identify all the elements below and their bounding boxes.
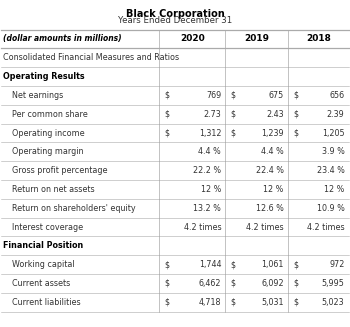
Text: $: $ — [293, 91, 298, 100]
Text: 675: 675 — [268, 91, 284, 100]
Text: 4.4 %: 4.4 % — [198, 147, 221, 156]
Text: 12 %: 12 % — [263, 185, 284, 194]
Text: Working capital: Working capital — [12, 260, 75, 269]
Text: 3.9 %: 3.9 % — [322, 147, 344, 156]
Text: Financial Position: Financial Position — [3, 241, 83, 250]
Text: Current liabilities: Current liabilities — [12, 298, 81, 307]
Text: 5,995: 5,995 — [322, 279, 344, 288]
Text: Consolidated Financial Measures and Ratios: Consolidated Financial Measures and Rati… — [3, 53, 179, 62]
Text: Per common share: Per common share — [12, 110, 88, 119]
Text: 2018: 2018 — [306, 35, 331, 43]
Text: Operating Results: Operating Results — [3, 72, 85, 81]
Text: Current assets: Current assets — [12, 279, 70, 288]
Text: 1,061: 1,061 — [261, 260, 284, 269]
Text: 22.4 %: 22.4 % — [256, 166, 284, 175]
Text: Operating income: Operating income — [12, 129, 84, 138]
Text: 972: 972 — [329, 260, 344, 269]
Text: 5,023: 5,023 — [322, 298, 344, 307]
Text: $: $ — [231, 129, 236, 138]
Text: (dollar amounts in millions): (dollar amounts in millions) — [3, 35, 122, 43]
Text: $: $ — [293, 129, 298, 138]
Text: Gross profit percentage: Gross profit percentage — [12, 166, 107, 175]
Text: $: $ — [164, 279, 170, 288]
Text: 10.9 %: 10.9 % — [316, 204, 344, 213]
Text: 23.4 %: 23.4 % — [316, 166, 344, 175]
Text: 1,312: 1,312 — [199, 129, 221, 138]
Text: 12.6 %: 12.6 % — [256, 204, 284, 213]
Text: 2.43: 2.43 — [266, 110, 284, 119]
Text: Return on net assets: Return on net assets — [12, 185, 95, 194]
Text: 769: 769 — [206, 91, 221, 100]
Text: $: $ — [231, 279, 236, 288]
Text: $: $ — [293, 279, 298, 288]
Text: 1,744: 1,744 — [199, 260, 221, 269]
Text: $: $ — [164, 110, 170, 119]
Text: 4.2 times: 4.2 times — [307, 223, 344, 232]
Text: $: $ — [231, 91, 236, 100]
Text: 6,462: 6,462 — [199, 279, 221, 288]
Text: $: $ — [231, 298, 236, 307]
Text: $: $ — [293, 110, 298, 119]
Text: 4.2 times: 4.2 times — [183, 223, 221, 232]
Text: 5,031: 5,031 — [261, 298, 284, 307]
Text: 2.73: 2.73 — [203, 110, 221, 119]
Text: 1,205: 1,205 — [322, 129, 344, 138]
Text: 13.2 %: 13.2 % — [193, 204, 221, 213]
Text: $: $ — [164, 298, 170, 307]
Text: Black Corporation: Black Corporation — [126, 9, 224, 20]
Text: 4.2 times: 4.2 times — [246, 223, 284, 232]
Text: 2019: 2019 — [244, 35, 269, 43]
Text: Interest coverage: Interest coverage — [12, 223, 83, 232]
Text: 1,239: 1,239 — [261, 129, 284, 138]
Text: 4,718: 4,718 — [199, 298, 221, 307]
Text: Operating margin: Operating margin — [12, 147, 83, 156]
Text: Net earnings: Net earnings — [12, 91, 63, 100]
Text: 12 %: 12 % — [201, 185, 221, 194]
Text: Return on shareholders' equity: Return on shareholders' equity — [12, 204, 135, 213]
Text: 6,092: 6,092 — [261, 279, 284, 288]
Text: Years Ended December 31: Years Ended December 31 — [118, 16, 232, 25]
Text: $: $ — [164, 260, 170, 269]
Text: 2.39: 2.39 — [327, 110, 344, 119]
Text: 12 %: 12 % — [324, 185, 344, 194]
Text: $: $ — [293, 260, 298, 269]
Text: $: $ — [231, 110, 236, 119]
Text: 2020: 2020 — [180, 35, 205, 43]
Text: $: $ — [231, 260, 236, 269]
Text: $: $ — [164, 129, 170, 138]
Text: 22.2 %: 22.2 % — [193, 166, 221, 175]
Text: 4.4 %: 4.4 % — [261, 147, 284, 156]
Text: $: $ — [164, 91, 170, 100]
Text: 656: 656 — [329, 91, 344, 100]
Text: $: $ — [293, 298, 298, 307]
